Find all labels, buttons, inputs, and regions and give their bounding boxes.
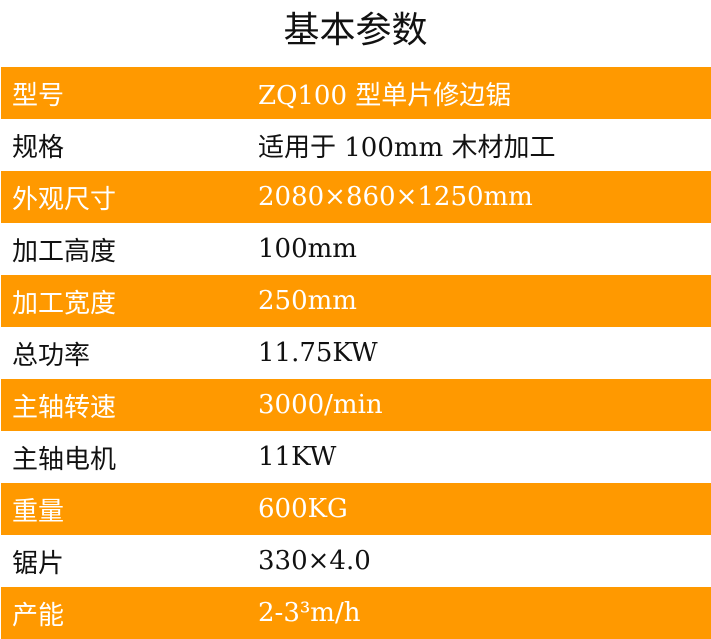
table-row: 重量 600KG: [1, 483, 711, 535]
row-label: 规格: [12, 132, 65, 163]
row-label: 锯片: [12, 548, 65, 579]
table-row: 主轴电机 11KW: [1, 431, 711, 483]
parameter-table: 型号 ZQ100 型单片修边锯规格 适用于 100mm 木材加工外观尺寸 2080×8…: [0, 67, 711, 639]
row-value: 11KW: [258, 442, 337, 472]
row-value: 250mm: [258, 286, 357, 316]
row-value: 11.75KW: [258, 338, 378, 368]
table-row: 加工宽度 250mm: [1, 275, 711, 327]
row-label: 主轴转速: [12, 392, 117, 423]
table-row: 规格 适用于 100mm 木材加工: [1, 119, 711, 171]
row-value: 适用于 100mm 木材加工: [258, 132, 556, 163]
page-title: 基本参数: [283, 10, 428, 51]
table-row: 总功率 11.75KW: [1, 327, 711, 379]
row-label: 加工高度: [12, 236, 117, 267]
row-label: 型号: [12, 80, 65, 111]
row-value: 330×4.0: [258, 546, 371, 576]
row-value: 100mm: [258, 234, 357, 264]
table-row: 加工高度 100mm: [1, 223, 711, 275]
row-label: 产能: [12, 600, 65, 631]
row-label: 主轴电机: [12, 444, 117, 475]
row-value: 2080×860×1250mm: [258, 182, 533, 212]
table-row: 主轴转速 3000/min: [1, 379, 711, 431]
row-label: 总功率: [12, 340, 91, 371]
table-row: 产能 2-3³m/h: [1, 587, 711, 639]
table-row: 锯片 330×4.0: [1, 535, 711, 587]
row-label: 外观尺寸: [12, 184, 117, 215]
row-value: 3000/min: [258, 390, 383, 420]
row-value: ZQ100 型单片修边锯: [258, 80, 512, 111]
row-label: 重量: [12, 496, 65, 527]
table-row: 型号 ZQ100 型单片修边锯: [1, 67, 711, 119]
row-value: 600KG: [258, 494, 348, 524]
row-label: 加工宽度: [12, 288, 117, 319]
row-value: 2-3³m/h: [258, 598, 361, 628]
table-row: 外观尺寸 2080×860×1250mm: [1, 171, 711, 223]
